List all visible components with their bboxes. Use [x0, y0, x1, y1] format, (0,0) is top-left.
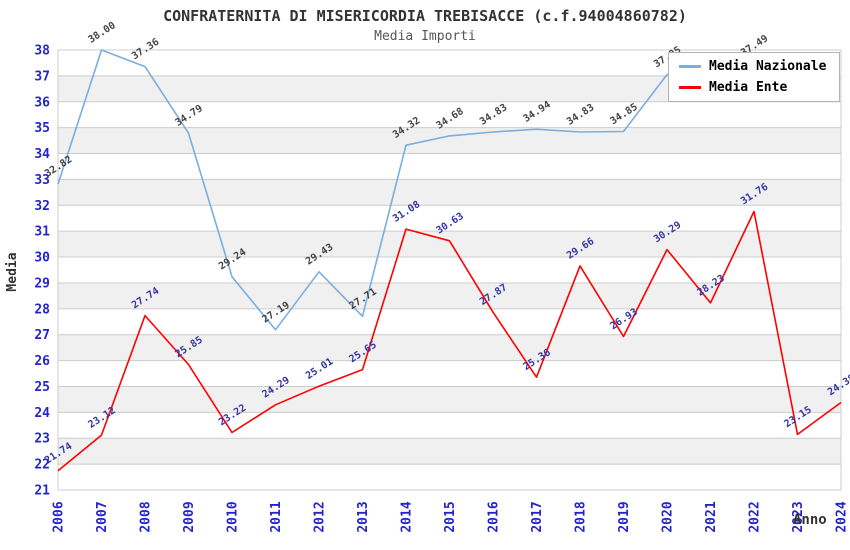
x-tick-label: 2012 — [313, 501, 328, 532]
x-tick-label: 2024 — [835, 501, 850, 532]
grid-band — [58, 386, 841, 413]
x-tick-label: 2023 — [791, 501, 806, 532]
grid-band — [58, 231, 841, 258]
x-tick-label: 2019 — [617, 501, 632, 532]
x-tick-label: 2014 — [400, 501, 415, 532]
point-label: 34.79 — [174, 103, 205, 129]
plot-border — [57, 49, 842, 491]
y-tick-label: 35 — [34, 121, 50, 136]
grid-band — [58, 127, 841, 154]
y-tick-label: 33 — [34, 173, 50, 188]
x-tick-label: 2015 — [443, 501, 458, 532]
y-tick-label: 32 — [34, 199, 50, 214]
x-tick-label: 2022 — [748, 501, 763, 532]
y-tick-label: 26 — [34, 354, 50, 369]
point-label: 26.93 — [609, 307, 640, 333]
y-tick-label: 31 — [34, 225, 50, 240]
point-label: 38.00 — [87, 20, 118, 46]
y-tick-label: 23 — [34, 432, 50, 447]
x-tick-label: 2018 — [574, 501, 589, 532]
x-tick-label: 2017 — [530, 501, 545, 532]
legend-item-media-ente: Media Ente — [669, 80, 839, 96]
grid-band — [58, 282, 841, 309]
y-tick-label: 36 — [34, 95, 50, 110]
x-tick-label: 2011 — [269, 501, 284, 532]
point-label: 34.83 — [478, 102, 509, 128]
x-tick-label: 2010 — [226, 501, 241, 532]
y-tick-label: 28 — [34, 302, 50, 317]
y-tick-label: 22 — [34, 458, 50, 473]
x-axis-title: Anno — [793, 512, 827, 528]
chart-subtitle: Media Importi — [374, 29, 476, 44]
x-tick-label: 2016 — [487, 501, 502, 532]
grid-band — [58, 334, 841, 361]
x-tick-label: 2009 — [182, 501, 197, 532]
point-label: 34.83 — [565, 102, 596, 128]
x-tick-label: 2021 — [704, 501, 719, 532]
point-label: 34.85 — [609, 102, 640, 128]
y-axis-title: Media — [5, 252, 20, 292]
y-tick-label: 25 — [34, 380, 50, 395]
x-tick-label: 2013 — [356, 501, 371, 532]
y-tick-label: 24 — [34, 406, 50, 421]
media-ente-line-swatch — [679, 86, 701, 89]
chart-title: CONFRATERNITA DI MISERICORDIA TREBISACCE… — [163, 7, 687, 25]
legend: Media Nazionale Media Ente — [668, 52, 840, 102]
y-tick-label: 38 — [34, 44, 50, 59]
grid-band — [58, 438, 841, 465]
x-tick-label: 2007 — [95, 501, 110, 532]
y-tick-label: 30 — [34, 251, 50, 266]
legend-item-media-nazionale: Media Nazionale — [669, 59, 839, 75]
y-tick-label: 21 — [34, 484, 50, 499]
point-label: 34.94 — [522, 99, 553, 125]
series-line-media-ente — [57, 210, 842, 472]
x-tick-label: 2020 — [661, 501, 676, 532]
grid-band — [58, 179, 841, 206]
media-nazionale-line-swatch — [679, 65, 701, 68]
y-tick-label: 27 — [34, 328, 50, 343]
legend-label-media-ente: Media Ente — [709, 80, 788, 95]
x-tick-label: 2008 — [139, 501, 154, 532]
y-tick-label: 34 — [34, 147, 50, 162]
series-line-media-nazionale — [57, 49, 755, 331]
legend-label-media-nazionale: Media Nazionale — [709, 59, 827, 74]
y-tick-label: 37 — [34, 69, 50, 84]
x-tick-label: 2006 — [52, 501, 67, 532]
y-tick-label: 29 — [34, 276, 50, 291]
